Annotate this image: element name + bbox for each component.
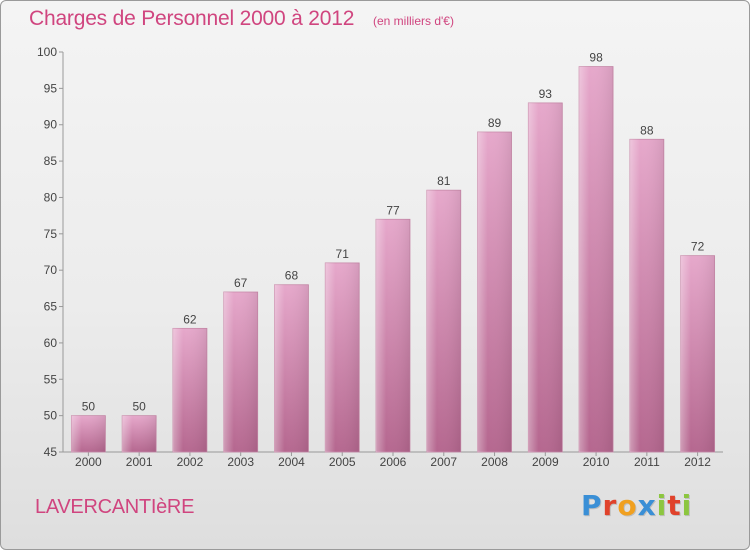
y-tick-label: 45	[44, 445, 58, 459]
chart-subtitle: (en milliers d'€)	[373, 14, 454, 28]
bar-highlight-2010	[579, 66, 614, 452]
bar-highlight-2011	[629, 139, 664, 453]
y-tick-label: 95	[44, 81, 58, 95]
data-label: 50	[132, 400, 146, 414]
data-label: 81	[437, 174, 451, 188]
x-tick-label: 2012	[684, 455, 711, 469]
x-tick-label: 2009	[532, 455, 559, 469]
y-tick-label: 50	[44, 409, 58, 423]
commune-name: LAVERCANTIèRE	[35, 496, 195, 518]
data-label: 67	[234, 276, 248, 290]
data-label: 50	[82, 400, 96, 414]
x-tick-label: 2011	[634, 455, 660, 469]
bar-highlight-2001	[122, 415, 157, 452]
x-tick-label: 2006	[380, 455, 407, 469]
x-tick-label: 2002	[177, 455, 204, 469]
x-tick-label: 2007	[430, 455, 457, 469]
bar-highlight-2012	[680, 255, 715, 452]
data-label: 68	[285, 269, 299, 283]
logo-letter: i	[681, 489, 693, 522]
data-label: 98	[589, 51, 603, 65]
x-tick-label: 2003	[227, 455, 254, 469]
data-label: 93	[539, 87, 553, 101]
logo-letter: o	[617, 489, 638, 522]
y-tick-label: 100	[37, 45, 57, 59]
x-tick-label: 2010	[583, 455, 610, 469]
y-tick-label: 60	[44, 336, 58, 350]
x-tick-label: 2008	[481, 455, 508, 469]
logo-letter: t	[667, 489, 682, 522]
data-label: 72	[691, 240, 705, 254]
data-label: 77	[386, 203, 400, 217]
logo-letter: x	[637, 489, 657, 522]
y-tick-label: 90	[44, 118, 58, 132]
y-tick-label: 70	[44, 263, 58, 277]
x-tick-label: 2005	[329, 455, 356, 469]
y-tick-label: 80	[44, 190, 58, 204]
bar-highlight-2002	[172, 328, 207, 452]
logo-letter: r	[602, 489, 618, 522]
bar-highlight-2005	[325, 262, 360, 452]
y-tick-label: 75	[44, 227, 58, 241]
y-tick-label: 55	[44, 372, 58, 386]
chart-title: Charges de Personnel 2000 à 2012	[29, 7, 355, 30]
data-label: 88	[640, 123, 654, 137]
data-label: 62	[183, 312, 197, 326]
labels-group: 50 2000 50 2001 62 2002 67 2003 68 2004 71 2005 77 20…	[75, 51, 711, 469]
bar-highlight-2009	[528, 102, 563, 452]
y-tick-label: 65	[44, 300, 58, 314]
bar-highlight-2006	[376, 219, 410, 452]
bar-highlight-2004	[274, 284, 309, 452]
bar-highlight-2003	[223, 292, 258, 452]
x-tick-label: 2000	[75, 455, 102, 469]
bar-highlight-2000	[71, 415, 106, 452]
data-label: 89	[488, 116, 502, 130]
bars-group	[70, 66, 716, 453]
x-tick-label: 2004	[278, 455, 305, 469]
proxiti-logo: Proxiti	[581, 489, 692, 522]
x-tick-label: 2001	[126, 455, 153, 469]
data-label: 71	[336, 247, 350, 261]
bar-highlight-2008	[477, 132, 512, 452]
logo-letter: P	[581, 489, 603, 522]
logo-letter: i	[656, 489, 668, 522]
y-tick-label: 85	[44, 154, 58, 168]
bar-highlight-2007	[426, 190, 461, 452]
